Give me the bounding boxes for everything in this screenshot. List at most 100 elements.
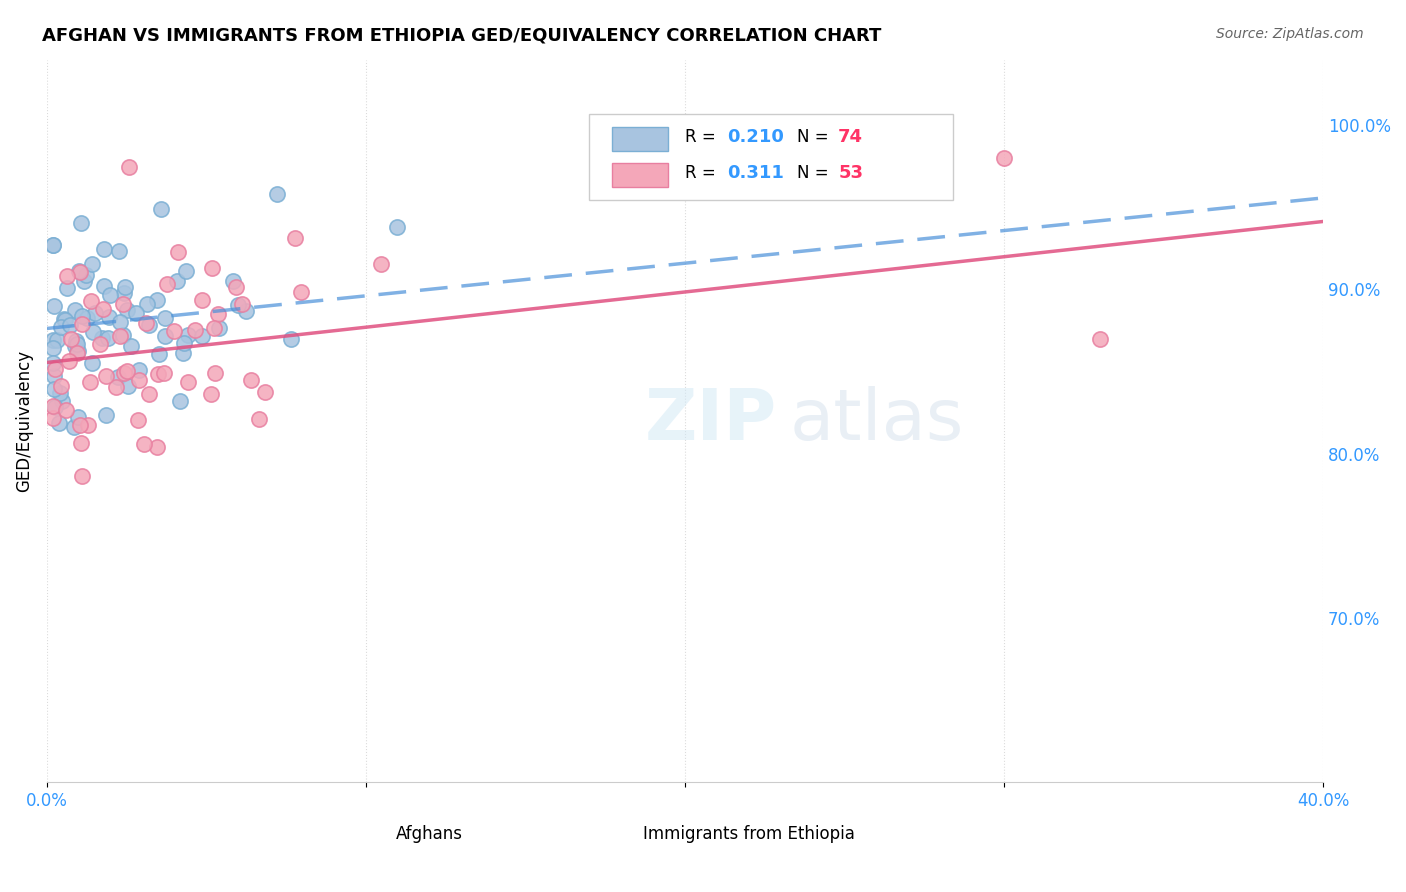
Point: [201, 260, 224, 275]
Point: [370, 257, 392, 271]
Point: [225, 280, 247, 294]
Point: [107, 369, 129, 384]
Point: [173, 336, 195, 351]
FancyBboxPatch shape: [589, 114, 953, 201]
Point: [146, 440, 169, 454]
Point: [191, 329, 214, 343]
Point: [222, 274, 245, 288]
Point: [247, 412, 270, 426]
Point: [42, 399, 65, 413]
Point: [49, 385, 72, 400]
Point: [59, 332, 82, 346]
Text: atlas: atlas: [789, 386, 963, 455]
Point: [135, 297, 157, 311]
Point: [134, 436, 156, 450]
Point: [70, 436, 93, 450]
Point: [42, 333, 65, 347]
Point: [94, 409, 117, 423]
Point: [53, 312, 76, 326]
Point: [108, 315, 131, 329]
Point: [77, 418, 100, 433]
Point: [114, 280, 136, 294]
Point: [44, 299, 66, 313]
Point: [98, 288, 121, 302]
Point: [135, 317, 157, 331]
Point: [63, 420, 86, 434]
Point: [208, 321, 231, 335]
Point: [91, 301, 114, 316]
Point: [66, 409, 89, 424]
Point: [290, 285, 312, 299]
Point: [125, 305, 148, 319]
Point: [66, 346, 89, 360]
Point: [65, 334, 87, 349]
Text: 74: 74: [838, 128, 863, 146]
Point: [56, 281, 79, 295]
Point: [128, 373, 150, 387]
Point: [98, 310, 121, 325]
Point: [79, 376, 101, 390]
Text: R =: R =: [685, 128, 721, 146]
Point: [266, 187, 288, 202]
Point: [108, 244, 131, 259]
Point: [280, 332, 302, 346]
Point: [42, 356, 65, 370]
Point: [204, 366, 226, 380]
Point: [169, 394, 191, 409]
Point: [112, 286, 135, 301]
Point: [111, 328, 134, 343]
Point: [112, 366, 135, 380]
Point: [148, 368, 170, 382]
Point: [128, 363, 150, 377]
Point: [235, 304, 257, 318]
Point: [66, 337, 89, 351]
Point: [184, 323, 207, 337]
Point: [104, 380, 127, 394]
Point: [138, 318, 160, 332]
Point: [111, 297, 134, 311]
Text: R =: R =: [685, 164, 721, 182]
Point: [153, 329, 176, 343]
Point: [163, 324, 186, 338]
Point: [176, 327, 198, 342]
Point: [387, 220, 409, 235]
Point: [200, 387, 222, 401]
Text: Immigrants from Ethiopia: Immigrants from Ethiopia: [643, 825, 855, 844]
Point: [97, 330, 120, 344]
Point: [177, 375, 200, 389]
Point: [207, 307, 229, 321]
Point: [67, 343, 90, 358]
Point: [167, 245, 190, 260]
Point: [115, 303, 138, 318]
Point: [153, 366, 176, 380]
FancyBboxPatch shape: [612, 127, 668, 152]
Point: [108, 329, 131, 343]
Point: [45, 334, 67, 348]
FancyBboxPatch shape: [612, 163, 668, 187]
Point: [42, 383, 65, 397]
Point: [84, 306, 107, 320]
Point: [127, 413, 149, 427]
Point: [44, 361, 66, 376]
Point: [166, 274, 188, 288]
Point: [69, 417, 91, 432]
Point: [117, 378, 139, 392]
Point: [148, 347, 170, 361]
Y-axis label: GED/Equivalency: GED/Equivalency: [15, 350, 32, 491]
Text: AFGHAN VS IMMIGRANTS FROM ETHIOPIA GED/EQUIVALENCY CORRELATION CHART: AFGHAN VS IMMIGRANTS FROM ETHIOPIA GED/E…: [42, 27, 882, 45]
Point: [49, 379, 72, 393]
Point: [75, 268, 97, 282]
Point: [70, 310, 93, 324]
Point: [231, 296, 253, 310]
Text: 0.311: 0.311: [727, 164, 785, 182]
Point: [240, 373, 263, 387]
Point: [80, 294, 103, 309]
Point: [44, 400, 66, 414]
Point: [53, 311, 76, 326]
Text: ZIP: ZIP: [644, 386, 776, 455]
Point: [138, 387, 160, 401]
Point: [226, 298, 249, 312]
Point: [91, 331, 114, 345]
Text: 53: 53: [838, 164, 863, 182]
Point: [117, 160, 139, 174]
